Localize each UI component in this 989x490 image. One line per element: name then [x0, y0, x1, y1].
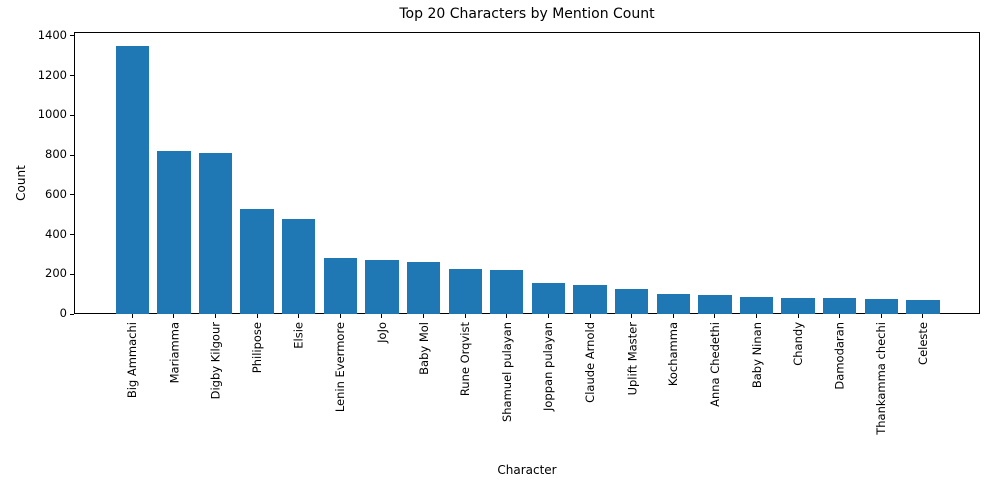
bar: 96: [698, 294, 732, 314]
bar: 76: [864, 298, 898, 314]
bar: 81: [781, 297, 815, 314]
y-tick: [70, 114, 74, 116]
x-tick-label: Damodaran: [832, 322, 847, 390]
plot-area: [74, 32, 980, 314]
x-tick: [298, 314, 300, 318]
bar: 811: [198, 152, 233, 314]
x-tick: [839, 314, 841, 318]
x-tick-label: Uplift Master: [625, 322, 640, 396]
x-tick: [464, 314, 466, 318]
x-tick: [131, 314, 133, 318]
y-tick-label: 600: [45, 186, 67, 201]
x-tick-label: Philipose: [250, 322, 265, 374]
bar: 71: [906, 299, 940, 314]
y-tick-label: 200: [45, 266, 67, 281]
y-tick-label: 800: [45, 147, 67, 162]
x-tick-label: Digby Kilgour: [208, 322, 223, 400]
y-tick-label: 0: [59, 306, 67, 320]
y-tick: [70, 194, 74, 196]
x-tick: [423, 314, 425, 318]
bar: 821: [157, 150, 191, 314]
x-tick: [506, 314, 508, 318]
bar: 146: [573, 285, 607, 314]
x-tick: [880, 314, 882, 318]
y-tick: [70, 234, 74, 236]
x-tick: [173, 314, 175, 318]
x-tick-label: Joppan pulayan: [541, 322, 556, 411]
y-tick: [70, 35, 74, 37]
y-tick: [70, 154, 74, 156]
bar: 126: [615, 288, 649, 314]
x-tick-label: Kochamma: [666, 322, 681, 387]
y-tick: [70, 313, 74, 315]
x-tick-label: Baby Mol: [416, 322, 431, 375]
bar: 282: [323, 257, 357, 314]
x-tick: [631, 314, 633, 318]
x-tick: [714, 314, 716, 318]
x-tick-label: Shamuel pulayan: [499, 322, 514, 423]
x-tick-label: Chandy: [790, 322, 805, 366]
bar: 222: [490, 269, 524, 314]
y-tick-label: 1400: [37, 27, 67, 42]
bar: 81: [823, 297, 857, 314]
bar: 272: [365, 259, 399, 314]
y-tick: [70, 273, 74, 275]
x-tick-label: Celeste: [915, 322, 930, 365]
x-tick: [339, 314, 341, 318]
bar: 86: [739, 296, 774, 314]
x-tick-label: Big Ammachi: [125, 322, 140, 399]
bar: 529: [240, 208, 274, 314]
x-axis-label: Character: [497, 463, 557, 477]
x-tick: [381, 314, 383, 318]
x-tick-label: Lenin Evermore: [333, 322, 348, 413]
y-tick-label: 1200: [37, 67, 67, 82]
chart-title: Top 20 Characters by Mention Count: [399, 6, 655, 22]
bar: 101: [656, 293, 690, 314]
x-tick: [256, 314, 258, 318]
x-tick: [214, 314, 216, 318]
x-tick-label: Rune Orqvist: [458, 322, 473, 397]
x-tick: [672, 314, 674, 318]
bar: 156: [531, 283, 566, 314]
x-tick: [797, 314, 799, 318]
x-tick: [589, 314, 591, 318]
y-tick: [70, 75, 74, 77]
bar: 262: [406, 261, 441, 314]
x-tick-label: Mariamma: [167, 322, 182, 384]
x-tick: [922, 314, 924, 318]
y-tick-label: 1000: [37, 107, 67, 122]
x-tick-label: Thankamma chechi: [874, 322, 889, 435]
y-tick-label: 400: [45, 226, 67, 241]
bar: 1350: [115, 45, 149, 314]
bar: 227: [448, 268, 482, 314]
x-tick-label: JoJo: [374, 322, 389, 343]
x-tick-label: Claude Arnold: [582, 322, 597, 403]
x-tick: [547, 314, 549, 318]
x-tick: [756, 314, 758, 318]
x-tick-label: Baby Ninan: [749, 322, 764, 389]
bar: 478: [282, 219, 316, 314]
x-tick-label: Anna Chedethi: [707, 322, 722, 407]
x-tick-label: Elsie: [291, 322, 306, 349]
